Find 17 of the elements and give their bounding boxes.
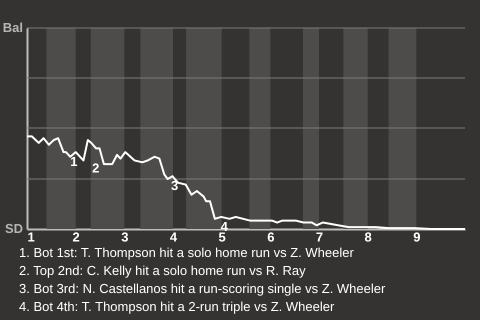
x-tick-label: 1 <box>28 230 35 244</box>
text: 4. Bot 4th: T. Thompson hit a 2-run triple vs Z. Wheeler <box>19 299 335 314</box>
text: 2. Top 2nd: C. Kelly hit a solo home run vs R. Ray <box>19 263 306 278</box>
x-tick-label: 7 <box>316 230 324 244</box>
text: 3. Bot 3rd: N. Castellanos hit a run-scoring single vs Z. Wheeler <box>19 281 386 296</box>
text: Bal <box>2 20 23 35</box>
x-tick-label: 3 <box>121 230 128 244</box>
annotation: 2 <box>92 160 100 176</box>
x-tick-label: 5 <box>218 230 226 244</box>
x-tick-label: 6 <box>267 230 274 244</box>
x-tick-label: 2 <box>72 230 80 244</box>
x-tick-label: 9 <box>413 230 420 244</box>
text: SD <box>4 221 23 236</box>
x-tick-label: 8 <box>364 230 372 244</box>
annotation: 1 <box>70 154 78 170</box>
text: 1. Bot 1st: T. Thompson hit a solo home run vs Z. Wheeler <box>19 245 354 260</box>
x-tick-label: 4 <box>170 230 178 244</box>
